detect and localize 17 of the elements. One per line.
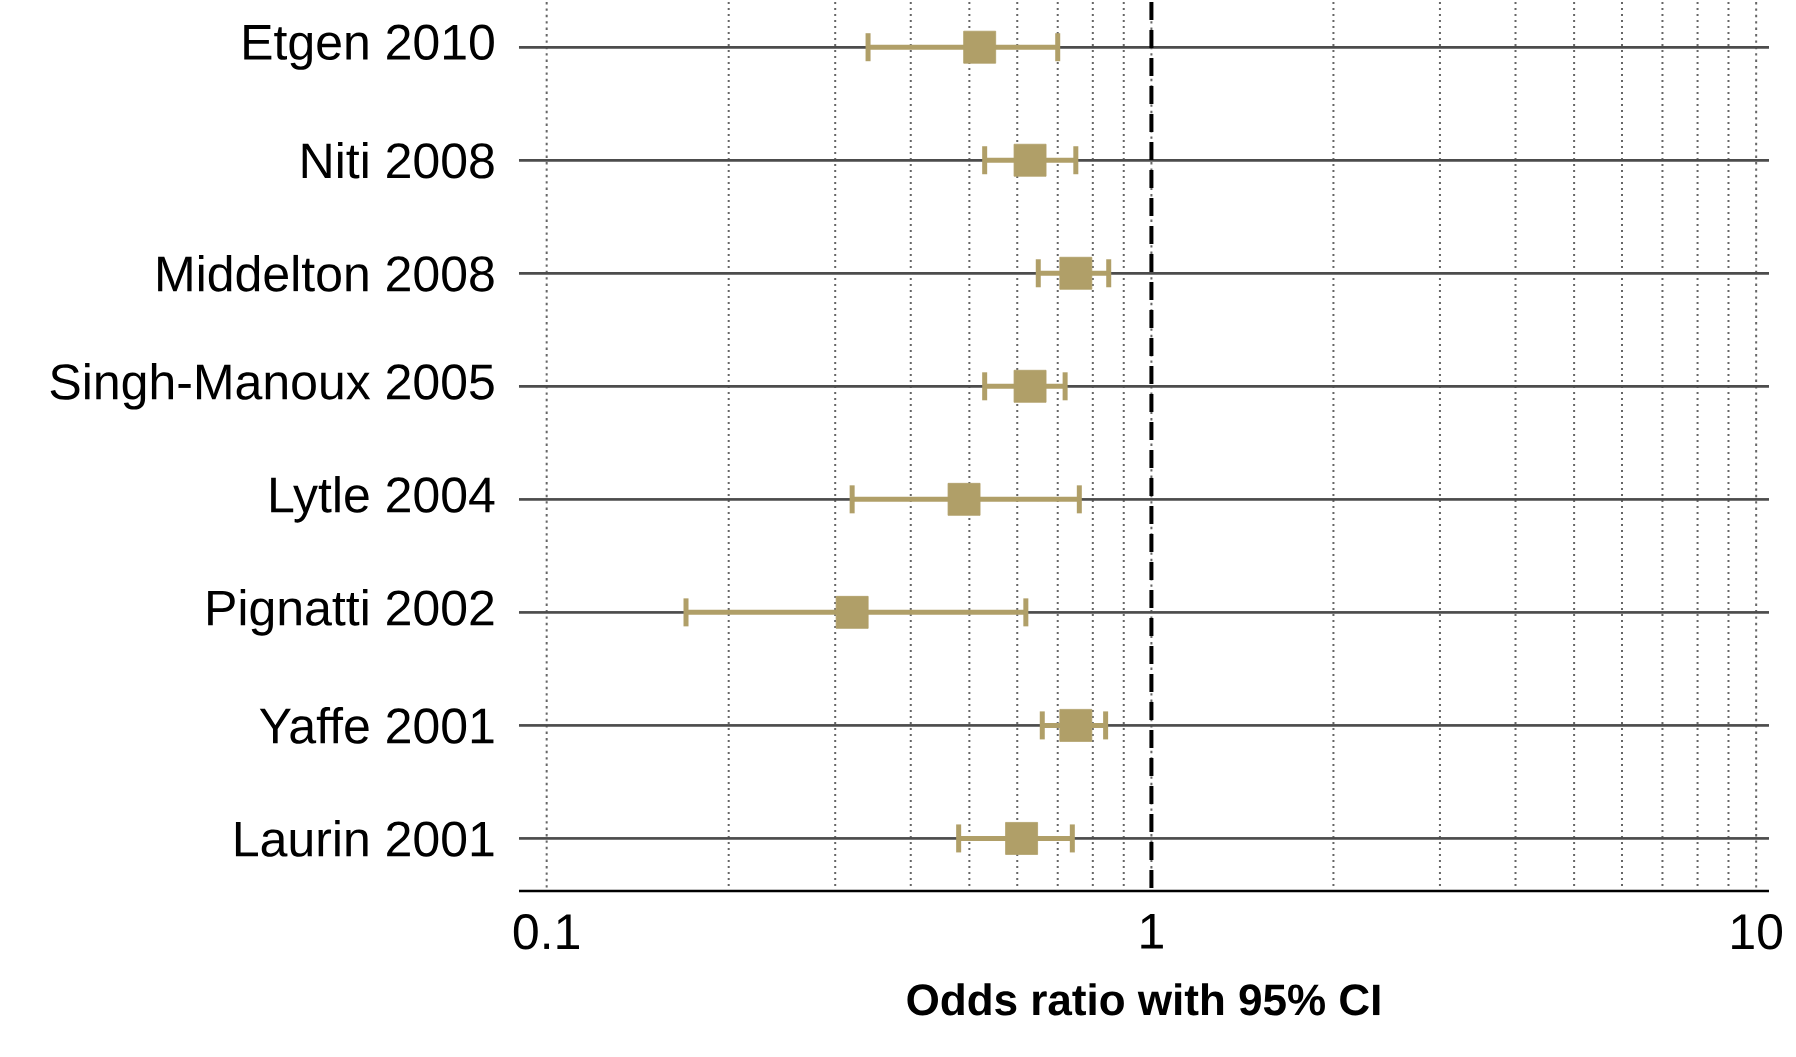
x-tick-label: 10 (1732, 914, 1783, 950)
x-tick-label: 1 (1141, 914, 1163, 949)
y-tick-label: Middelton 2008 (158, 254, 494, 292)
point (1005, 822, 1038, 855)
point (963, 30, 997, 64)
x-tick-label: 0.1 (513, 914, 579, 950)
y-tick-label: Pignatti 2002 (208, 589, 494, 636)
y-tick-label: Laurin 2001 (235, 820, 494, 857)
x-axis-title: Odds ratio with 95% CI (907, 983, 1380, 1016)
point (947, 482, 981, 516)
y-tick-label: Niti 2008 (302, 141, 494, 179)
y-tick-label: Lytle 2004 (271, 476, 495, 523)
y-tick-label: Singh-Manoux 2005 (50, 363, 494, 410)
y-tick-label: Etgen 2010 (244, 24, 494, 70)
y-tick-label: Yaffe 2001 (259, 707, 494, 744)
point (1013, 369, 1047, 403)
point (1013, 143, 1047, 177)
